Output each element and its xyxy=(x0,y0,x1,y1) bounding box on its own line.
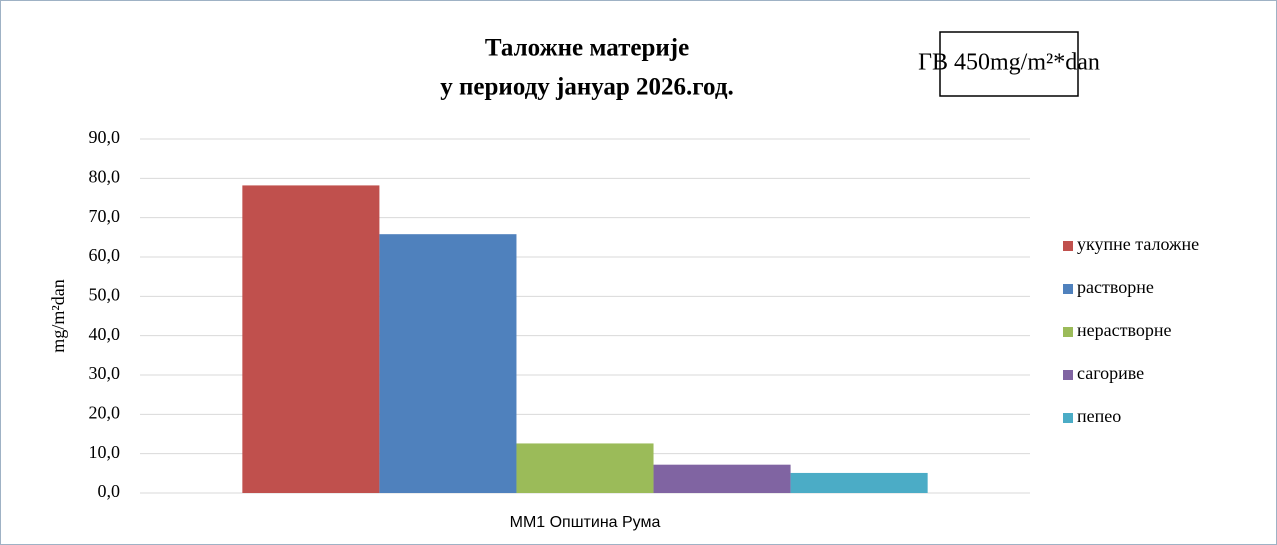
bar xyxy=(242,185,380,493)
y-tick-label: 50,0 xyxy=(89,284,121,304)
y-tick-label: 30,0 xyxy=(89,363,121,383)
legend-swatch xyxy=(1063,370,1073,380)
legend-swatch xyxy=(1063,327,1073,337)
annotation-box xyxy=(939,31,1079,97)
chart-title: у периоду јануар 2026.год. xyxy=(440,74,733,101)
chart-title: Таложне материје xyxy=(485,35,689,62)
y-tick-label: 80,0 xyxy=(89,166,121,186)
legend-swatch xyxy=(1063,413,1073,423)
y-tick-label: 60,0 xyxy=(89,245,121,265)
annotation: ГВ 450mg/m²*dan xyxy=(918,50,1100,76)
legend-label: сагориве xyxy=(1077,363,1144,383)
y-tick-label: 90,0 xyxy=(89,127,121,147)
bar xyxy=(379,234,517,494)
bar xyxy=(516,443,654,493)
legend-swatch xyxy=(1063,241,1073,251)
bar xyxy=(790,472,928,493)
legend-label: растворне xyxy=(1077,277,1154,297)
x-tick-label: ММ1 Општина Рума xyxy=(510,514,661,531)
y-tick-label: 0,0 xyxy=(98,481,121,501)
bar xyxy=(653,464,791,493)
legend-swatch xyxy=(1063,284,1073,294)
legend-label: укупне таложне xyxy=(1077,234,1199,254)
y-tick-label: 40,0 xyxy=(89,324,121,344)
y-tick-label: 10,0 xyxy=(89,442,121,462)
legend-label: нерастворне xyxy=(1077,320,1171,340)
y-tick-label: 70,0 xyxy=(89,206,121,226)
y-tick-label: 20,0 xyxy=(89,402,121,422)
legend-label: пепео xyxy=(1077,406,1121,426)
y-axis-label: mg/m²dan xyxy=(48,279,68,352)
